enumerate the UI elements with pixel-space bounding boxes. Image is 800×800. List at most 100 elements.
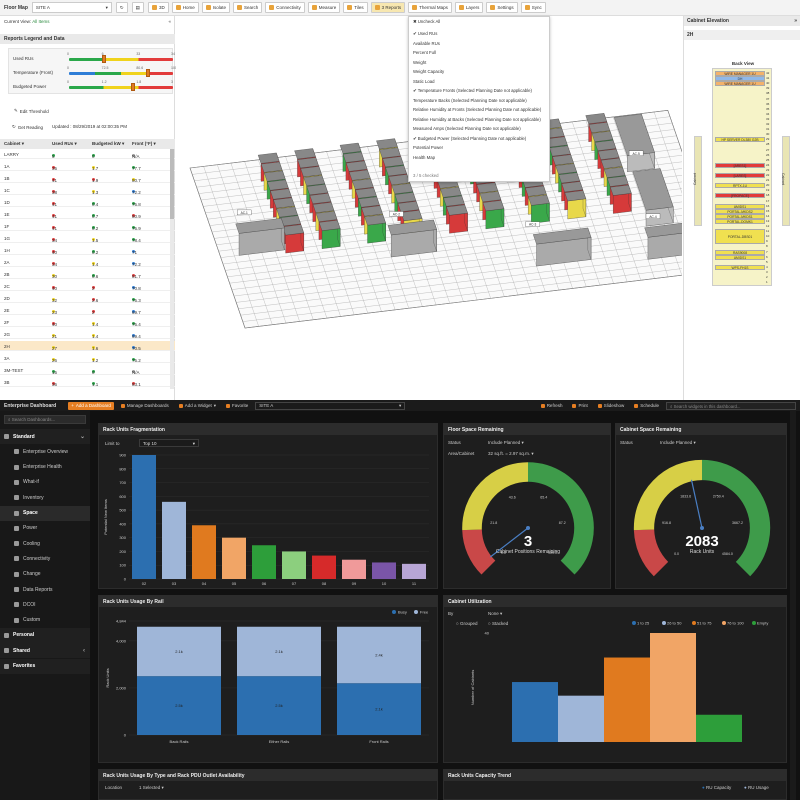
rack-device[interactable]: PORTAL-MKDS2: [715, 208, 765, 214]
toolbar-button-thermal-maps[interactable]: Thermal Maps: [408, 2, 452, 13]
toolbar-button-sync[interactable]: Sync: [520, 2, 546, 13]
rack-device[interactable]: PORTAL-DBS01: [715, 229, 765, 245]
legend-ru-capacity[interactable]: ● RU Capacity: [702, 785, 732, 790]
rail-bar-busy[interactable]: [337, 683, 421, 735]
limit-select[interactable]: Top 10 ▾: [139, 439, 199, 447]
toolbar-button-tiles[interactable]: Tiles: [343, 2, 368, 13]
report-option[interactable]: ✔ Used RUs: [413, 31, 438, 36]
fragmentation-bar[interactable]: [282, 551, 306, 579]
toolbar-button-3-reports[interactable]: 3 Reports: [370, 2, 406, 13]
report-option[interactable]: ✔ Budgeted Power (Selected Planning Date…: [413, 135, 527, 141]
sidebar-item-inventory[interactable]: Inventory: [0, 490, 90, 505]
get-reading-button[interactable]: ↻ Get Reading: [12, 124, 44, 130]
report-option[interactable]: Static Load: [413, 78, 435, 84]
print-button[interactable]: Print: [569, 402, 590, 410]
table-row[interactable]: 3M-TEST 15 0 N/A: [0, 365, 175, 375]
area-select[interactable]: 32 sq.ft. = 2.97 sq.m. ▾: [488, 451, 534, 456]
rail-bar-free[interactable]: [137, 626, 221, 677]
table-row[interactable]: 3A 26 1.2 75.2: [0, 353, 175, 363]
current-view-value[interactable]: All Items: [32, 19, 50, 24]
toolbar-button-measure[interactable]: Measure: [307, 2, 341, 13]
rack-device[interactable]: [ARES1]: [715, 162, 765, 168]
table-scrollbar[interactable]: [170, 149, 174, 389]
fragmentation-bar[interactable]: [312, 555, 336, 579]
table-row[interactable]: 2G 21 1.4 69.4: [0, 329, 175, 339]
rack-device[interactable]: RAS9008: [715, 249, 765, 255]
table-row[interactable]: 1E 41 0.7 80.9: [0, 209, 175, 219]
toolbar-button-search[interactable]: Search: [232, 2, 263, 13]
rack-device[interactable]: RPTX-1U: [715, 183, 765, 189]
toolbar-button-layers[interactable]: Layers: [454, 2, 484, 13]
fragmentation-bar[interactable]: [132, 455, 156, 579]
toolbar-button-connectivity[interactable]: Connectivity: [265, 2, 305, 13]
collapse-icon[interactable]: «: [168, 19, 171, 24]
schedule-button[interactable]: Schedule: [631, 402, 662, 410]
report-option[interactable]: Percent Full: [413, 50, 436, 55]
table-row[interactable]: 3B 36 1.1 83.1: [0, 377, 175, 387]
rack-device[interactable]: WIRE MANAGER 1U: [715, 81, 765, 87]
toolbar-button-settings[interactable]: Settings: [486, 2, 518, 13]
uncheck-all-button[interactable]: ✖ Uncheck All: [413, 19, 441, 24]
sidebar-item-what-if[interactable]: What-if: [0, 475, 90, 490]
dashboard-search-input[interactable]: ⌕ Search Dashboards...: [4, 415, 86, 424]
table-row[interactable]: 1C 38 1.3 72.2: [0, 185, 175, 195]
report-option[interactable]: Temperature Backs (Selected Planning Dat…: [413, 97, 527, 103]
toolbar-button-home[interactable]: Home: [171, 2, 199, 13]
fragmentation-bar[interactable]: [342, 559, 366, 579]
sidebar-item-power[interactable]: Power: [0, 521, 90, 536]
location-select[interactable]: 1 Selected ▾: [139, 785, 164, 790]
rail-bar-free[interactable]: [237, 626, 321, 677]
table-row[interactable]: 1B 41 1.9 80.7: [0, 173, 175, 183]
table-row[interactable]: LARRY 5 0 N/A: [0, 149, 175, 159]
fragmentation-bar[interactable]: [222, 537, 246, 579]
column-header[interactable]: Budgeted kW ▾: [92, 141, 125, 146]
widget-search-input[interactable]: ⌕ Search widgets in this dashboard...: [666, 401, 796, 410]
fragmentation-bar[interactable]: [252, 545, 276, 579]
site-select[interactable]: SITE A ▾: [255, 401, 406, 410]
report-option[interactable]: Weight: [413, 59, 427, 65]
add-dashboard-button[interactable]: + Add a Dashboard: [68, 401, 114, 410]
fragmentation-bar[interactable]: [192, 525, 216, 579]
table-row[interactable]: 2E 23 2 69.7: [0, 305, 175, 315]
table-row[interactable]: 1A 35 1.7 77.7: [0, 161, 175, 171]
rack-device[interactable]: PORTAL-MKDS1: [715, 213, 765, 219]
fragmentation-bar[interactable]: [402, 563, 426, 579]
sidebar-item-custom[interactable]: Custom: [0, 613, 90, 628]
grouped-radio[interactable]: ○ Grouped: [456, 621, 478, 626]
report-option[interactable]: Available RUs: [413, 40, 440, 46]
rack-elevation[interactable]: Back View 42 41 40 39 38 37 36 35 34 33 32 31 30 29 28…: [712, 61, 772, 286]
rail-bar-free[interactable]: [337, 626, 421, 684]
table-row[interactable]: 2F 40 1.4 75.4: [0, 317, 175, 327]
table-row[interactable]: 1G 34 1.5 78.4: [0, 233, 175, 243]
utilization-bar[interactable]: [558, 695, 604, 742]
refresh-button[interactable]: ↻: [115, 2, 128, 13]
sidebar-item-enterprise-health[interactable]: Enterprise Health: [0, 460, 90, 475]
stacked-radio[interactable]: ○ Stacked: [488, 621, 509, 626]
table-row[interactable]: 2B 30 0.6 81.7: [0, 269, 175, 279]
table-row[interactable]: 2D 32 2.6 75.3: [0, 293, 175, 303]
report-option[interactable]: Relative Humidity at Backs (Selected Pla…: [413, 116, 541, 122]
sidebar-item-shared[interactable]: Shared ‹: [0, 643, 90, 659]
utilization-bar[interactable]: [512, 682, 558, 742]
fragmentation-bar[interactable]: [162, 501, 186, 579]
table-row[interactable]: 2C 40 2 70.8: [0, 281, 175, 291]
sidebar-item-connectivity[interactable]: Connectivity: [0, 551, 90, 566]
table-row[interactable]: 2A 34 1.4 72.2: [0, 257, 175, 267]
favorite-button[interactable]: Favorite: [223, 402, 251, 410]
site-select[interactable]: SITE A ▾: [31, 2, 112, 13]
expand-icon[interactable]: »: [794, 18, 797, 24]
column-header[interactable]: Used RUs ▾: [52, 141, 77, 146]
rail-bar-busy[interactable]: [237, 676, 321, 735]
slideshow-button[interactable]: Slideshow: [595, 402, 628, 410]
table-row[interactable]: 1D 41 0.4 75.8: [0, 197, 175, 207]
legend-ru-usage[interactable]: ● RU Usage: [744, 785, 769, 790]
report-option[interactable]: Weight Capacity: [413, 69, 445, 74]
utilization-bar[interactable]: [696, 714, 742, 742]
manage-dashboards-button[interactable]: Manage Dashboards: [118, 402, 172, 410]
column-header[interactable]: Front (°F) ▾: [132, 141, 156, 146]
sidebar-item-change[interactable]: Change: [0, 567, 90, 582]
report-option[interactable]: ✔ Temperature Fronts (Selected Planning …: [413, 88, 532, 93]
sidebar-item-personal[interactable]: Personal: [0, 627, 90, 643]
utilization-bar[interactable]: [604, 657, 650, 742]
sidebar-item-enterprise-overview[interactable]: Enterprise Overview: [0, 444, 90, 459]
